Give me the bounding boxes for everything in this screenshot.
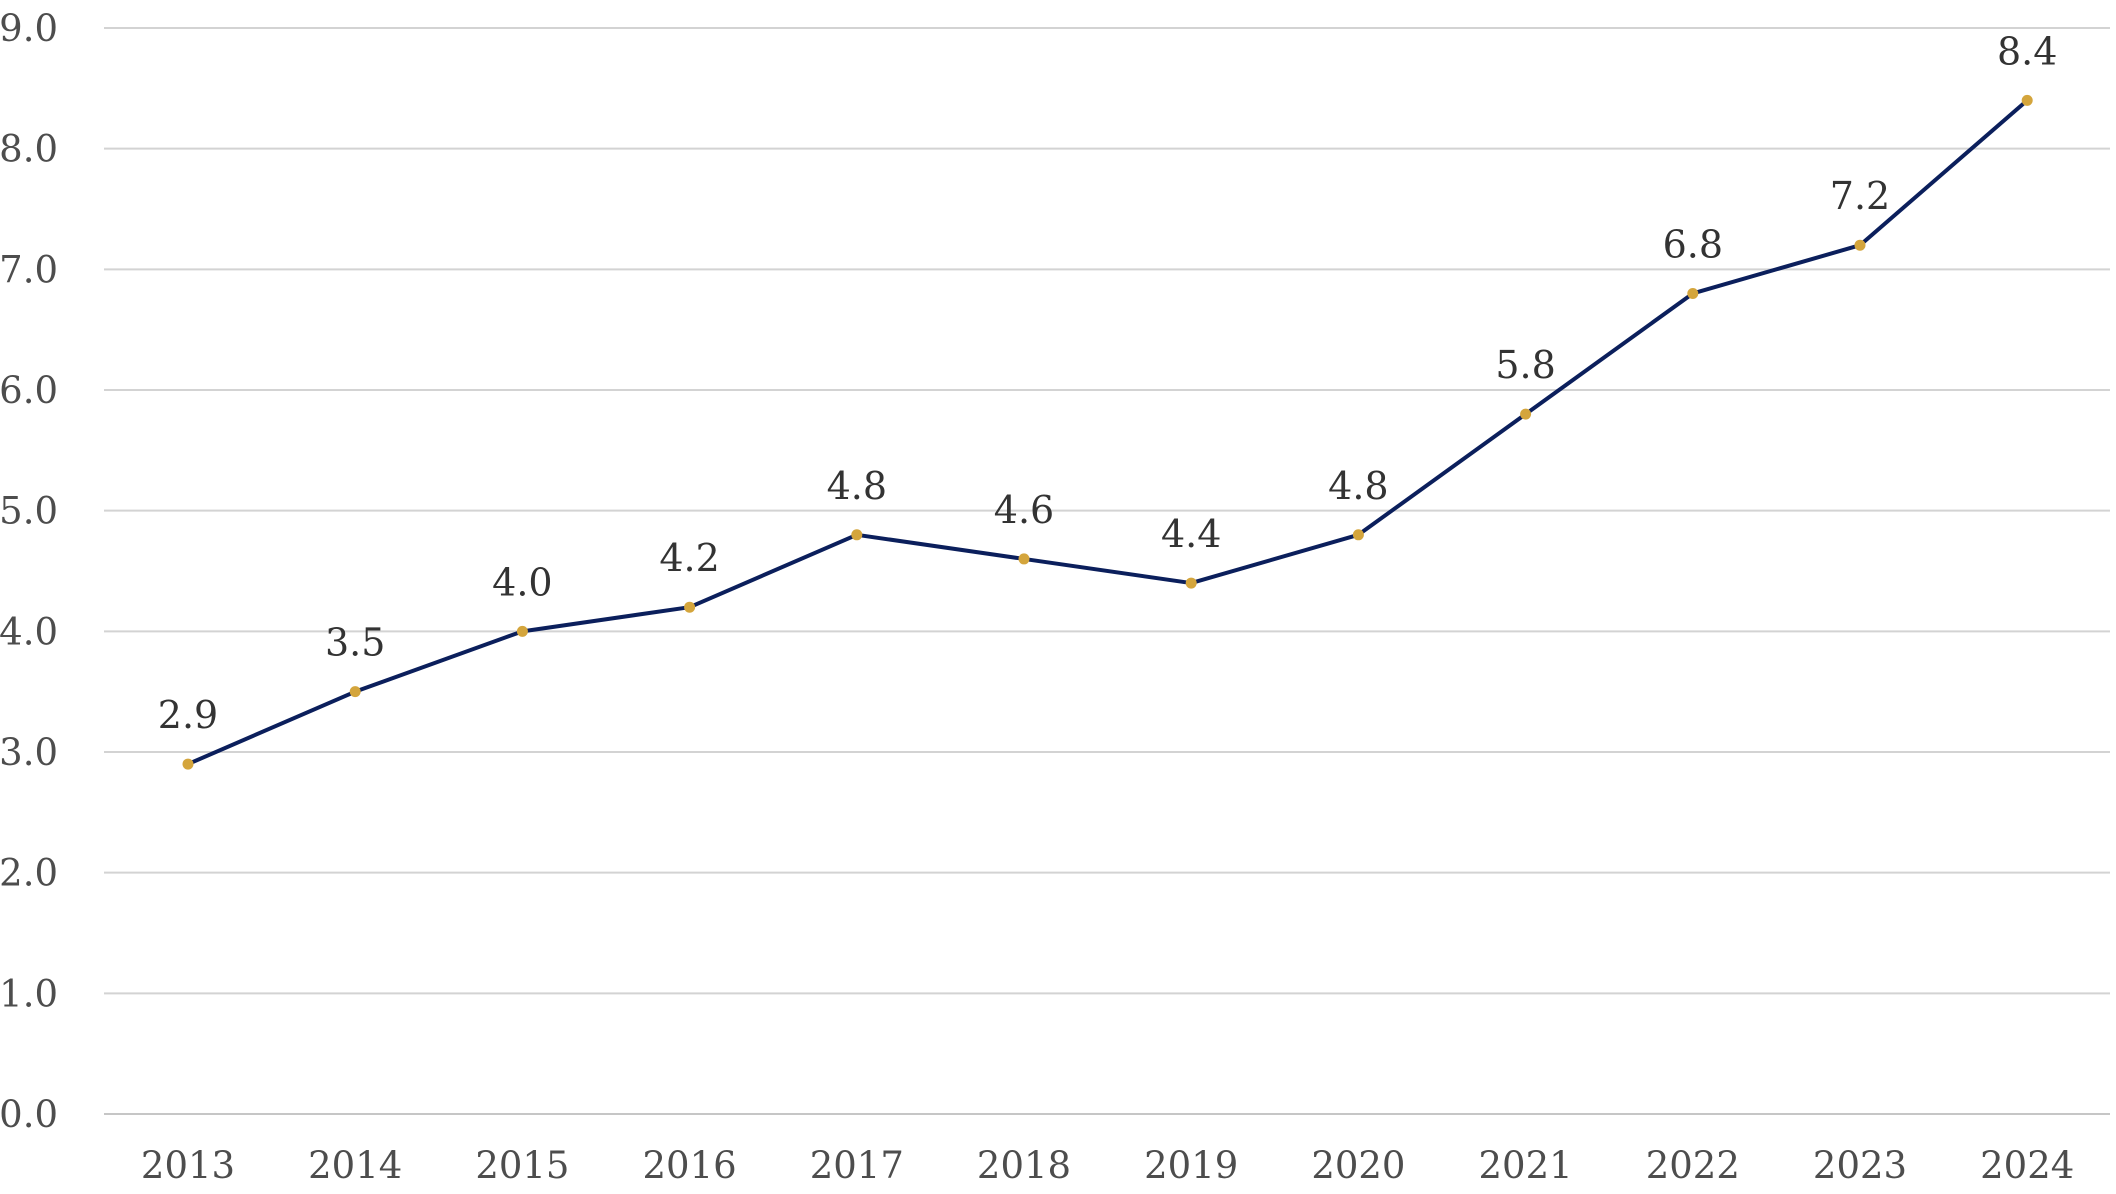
data-label: 4.8 bbox=[827, 464, 887, 508]
y-tick-label: 2.0 bbox=[0, 852, 58, 895]
data-label: 2.9 bbox=[158, 693, 218, 737]
y-tick-label: 0.0 bbox=[0, 1093, 58, 1136]
x-tick-label: 2023 bbox=[1813, 1144, 1907, 1187]
y-tick-label: 6.0 bbox=[0, 369, 58, 412]
data-point bbox=[1854, 239, 1866, 251]
y-tick-label: 4.0 bbox=[0, 610, 58, 653]
series-line bbox=[186, 98, 2030, 767]
x-axis: 2013 2014 2015 2016 2017 2018 2019 2020 2021 2022… bbox=[141, 1144, 2074, 1187]
data-label: 4.8 bbox=[1328, 464, 1388, 508]
x-tick-label: 2015 bbox=[475, 1144, 569, 1187]
y-tick-label: 8.0 bbox=[0, 128, 58, 171]
data-label: 4.2 bbox=[659, 536, 719, 580]
data-point bbox=[1520, 408, 1532, 420]
x-tick-label: 2018 bbox=[977, 1144, 1071, 1187]
x-tick-label: 2021 bbox=[1479, 1144, 1573, 1187]
data-label: 4.4 bbox=[1161, 512, 1221, 556]
x-tick-label: 2016 bbox=[643, 1144, 737, 1187]
data-point bbox=[1352, 529, 1364, 541]
data-labels: 2.9 3.5 4.0 4.2 4.8 4.6 4.4 4.8 5.8 6.8 7.2 8.4 bbox=[158, 29, 2058, 737]
data-label: 3.5 bbox=[325, 621, 385, 665]
data-point bbox=[684, 601, 696, 613]
data-label: 8.4 bbox=[1997, 29, 2057, 73]
data-label: 4.6 bbox=[994, 488, 1054, 532]
data-point bbox=[516, 625, 528, 637]
data-label: 5.8 bbox=[1495, 343, 1555, 387]
x-tick-label: 2017 bbox=[810, 1144, 904, 1187]
x-tick-label: 2024 bbox=[1980, 1144, 2074, 1187]
y-tick-label: 3.0 bbox=[0, 731, 58, 774]
data-point bbox=[1018, 553, 1030, 565]
data-label: 7.2 bbox=[1830, 174, 1890, 218]
y-axis: 0.0 1.0 2.0 3.0 4.0 5.0 6.0 7.0 8.0 9.0 bbox=[0, 7, 58, 1136]
data-label: 6.8 bbox=[1663, 222, 1723, 266]
x-tick-label: 2022 bbox=[1646, 1144, 1740, 1187]
data-label: 4.0 bbox=[492, 560, 552, 604]
data-point bbox=[349, 686, 361, 698]
x-tick-label: 2013 bbox=[141, 1144, 235, 1187]
y-tick-label: 1.0 bbox=[0, 972, 58, 1015]
data-point bbox=[1185, 577, 1197, 589]
gridlines bbox=[104, 27, 2110, 1115]
x-tick-label: 2020 bbox=[1311, 1144, 1405, 1187]
data-point bbox=[182, 758, 194, 770]
data-point bbox=[2021, 94, 2033, 106]
series-layer bbox=[182, 94, 2033, 770]
y-tick-label: 9.0 bbox=[0, 7, 58, 50]
x-tick-label: 2014 bbox=[308, 1144, 402, 1187]
y-tick-label: 7.0 bbox=[0, 248, 58, 291]
data-point bbox=[851, 529, 863, 541]
x-tick-label: 2019 bbox=[1144, 1144, 1238, 1187]
y-tick-label: 5.0 bbox=[0, 490, 58, 533]
data-point bbox=[1687, 287, 1699, 299]
